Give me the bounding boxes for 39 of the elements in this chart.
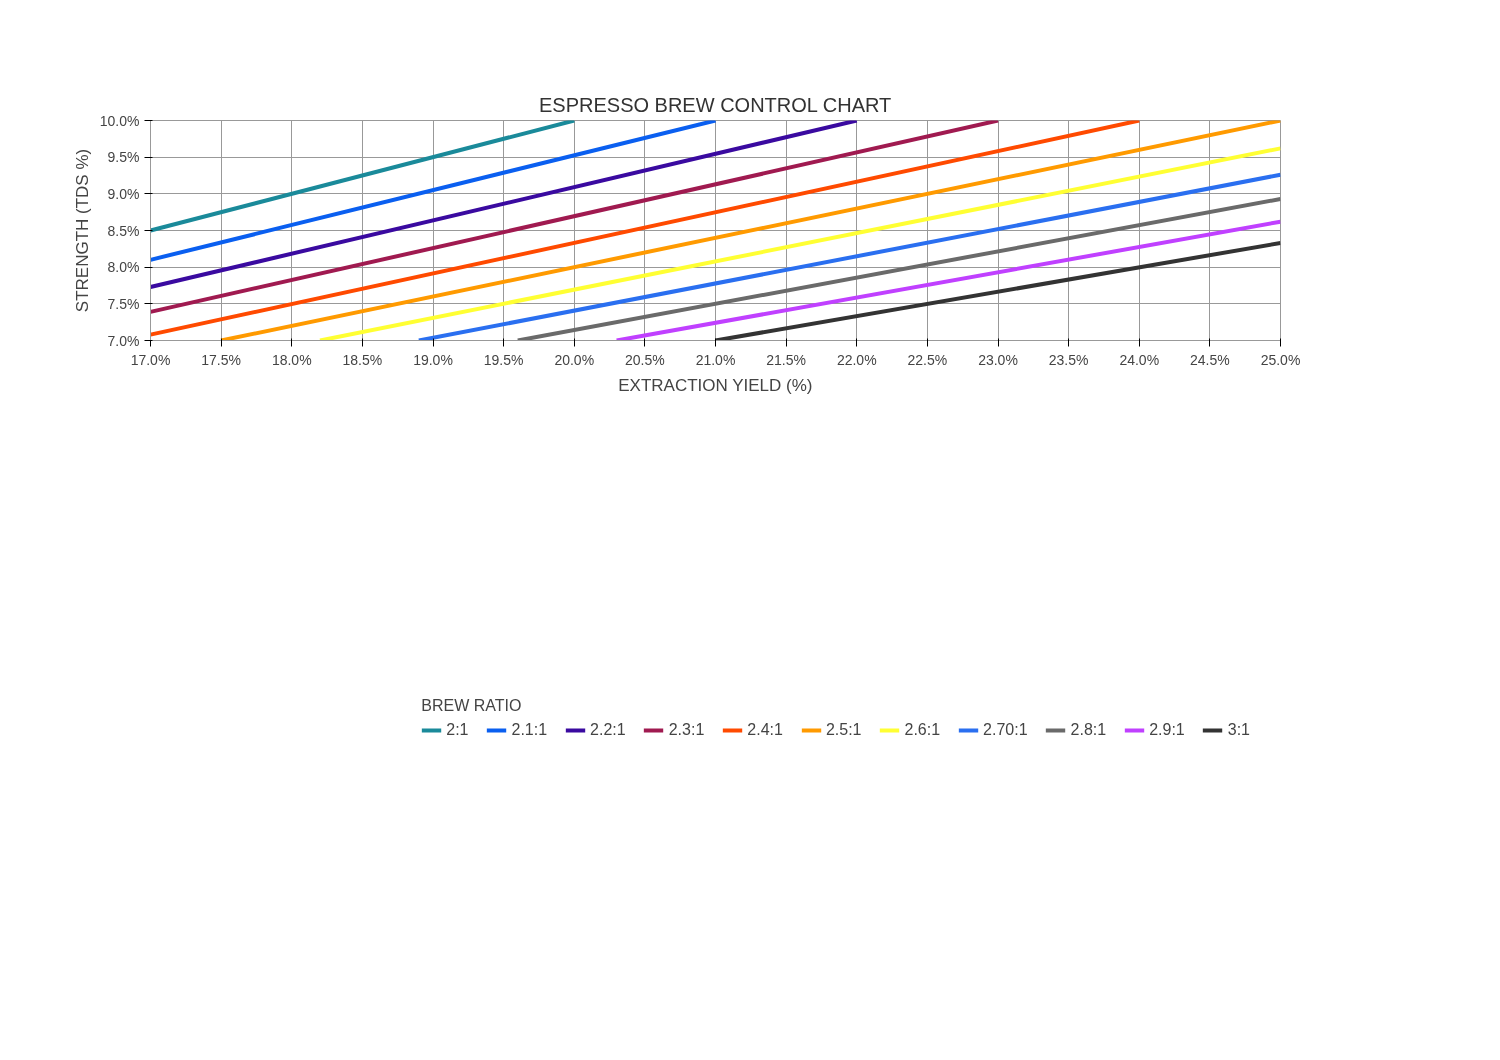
y-tick-label: 7.5% — [107, 295, 140, 312]
x-tick-label: 17.5% — [201, 351, 241, 368]
legend-label: 2.2:1 — [590, 721, 626, 739]
x-tick-label: 24.5% — [1190, 351, 1230, 368]
legend-label: 2.5:1 — [825, 721, 862, 739]
y-tick-label: 8.5% — [107, 222, 140, 239]
x-axis-title: EXTRACTION YIELD (%) — [618, 375, 813, 395]
x-tick-label: 22.5% — [907, 351, 948, 368]
x-tick-label: 19.0% — [413, 351, 453, 368]
x-tick-label: 25.0% — [1260, 351, 1301, 368]
legend-label: 2.8:1 — [1070, 721, 1107, 739]
legend-label: 2.70:1 — [983, 721, 1028, 739]
y-tick-label: 8.0% — [107, 259, 140, 276]
x-tick-label: 23.5% — [1048, 351, 1089, 368]
x-tick-label: 18.5% — [342, 351, 383, 368]
legend-label: 2.4:1 — [747, 721, 783, 739]
legend-label: 2.1:1 — [511, 721, 548, 739]
x-tick-label: 22.0% — [836, 351, 877, 368]
x-tick-label: 19.5% — [483, 351, 524, 368]
chart-title: ESPRESSO BREW CONTROL CHART — [538, 93, 892, 116]
legend-title: BREW RATIO — [421, 697, 523, 715]
y-tick-label: 9.0% — [107, 185, 140, 202]
x-tick-label: 17.0% — [130, 351, 171, 368]
legend-label: 2.9:1 — [1149, 721, 1185, 739]
y-tick-label: 10.0% — [99, 112, 140, 129]
x-tick-label: 23.0% — [978, 351, 1018, 368]
y-axis-title: STRENGTH (TDS %) — [72, 148, 92, 313]
y-tick-label: 9.5% — [107, 149, 140, 166]
x-tick-label: 20.5% — [625, 351, 665, 368]
x-tick-label: 20.0% — [554, 351, 595, 368]
legend-label: 2.6:1 — [904, 721, 941, 739]
x-tick-label: 21.0% — [695, 351, 736, 368]
legend-label: 2:1 — [446, 721, 469, 739]
x-tick-label: 21.5% — [766, 351, 806, 368]
y-tick-label: 7.0% — [107, 332, 140, 349]
x-tick-label: 18.0% — [271, 351, 312, 368]
legend-label: 3:1 — [1227, 721, 1250, 739]
legend-label: 2.3:1 — [668, 721, 705, 739]
x-tick-label: 24.0% — [1119, 351, 1160, 368]
